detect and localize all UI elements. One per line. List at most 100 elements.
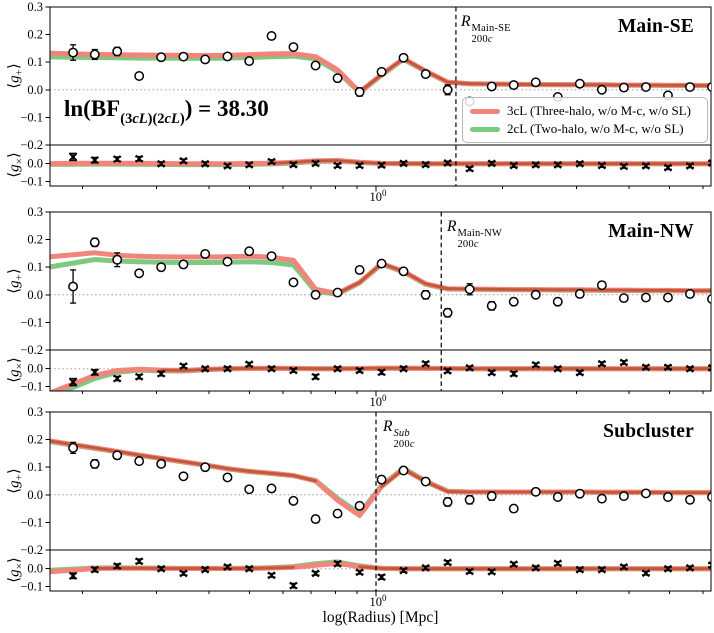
panel-2-model-gcross	[50, 559, 711, 575]
annotation-part: ) = 38.30	[184, 96, 269, 121]
legend-label-3cl: 3cL (Three-halo, w/o M-c, w/o SL)	[507, 103, 691, 118]
data-point-circle	[244, 484, 255, 495]
y-tick-label: 0.1	[27, 260, 43, 274]
data-point-circle	[530, 289, 541, 300]
r200c-base: R	[447, 218, 457, 235]
y-tick-label: 0.1	[27, 55, 43, 69]
panel-1: 0.3 0.2 0.1 0.0 −0.1 −0.2 0.0 −0.1	[20, 205, 712, 397]
legend-item-2cl: 2cL (Two-halo, w/o M-c, w/o SL)	[470, 120, 701, 138]
data-point-circle	[178, 471, 189, 482]
r200c-label-subcluster: R Sub 200c	[383, 419, 415, 450]
data-point-circle	[332, 73, 343, 84]
annotation-part: cL	[132, 111, 148, 127]
y-tick-label: 0.0	[27, 288, 43, 302]
data-point-circle	[178, 259, 189, 270]
y-tick-label: −0.1	[20, 175, 43, 189]
y-tick-label: 0.2	[27, 233, 43, 247]
y-tick-label: −0.1	[20, 580, 43, 594]
y-tick-label: 0.2	[27, 28, 43, 42]
panel-0-gplus-points	[68, 31, 711, 107]
data-point-circle	[332, 508, 343, 519]
data-point-circle	[89, 458, 100, 469]
r200c-label-main-nw: R Main-NW 200c	[447, 219, 502, 250]
y-tick-label: 0.2	[27, 433, 43, 447]
r200c-label-main-se: R Main-SE 200c	[461, 14, 511, 45]
data-point-circle	[178, 51, 189, 62]
data-point-circle	[112, 46, 123, 57]
data-point-cross	[708, 363, 711, 369]
data-point-circle	[685, 289, 695, 299]
data-point-circle	[288, 495, 299, 506]
data-point-circle	[68, 442, 79, 453]
legend-swatch-2cl	[470, 126, 500, 132]
r200c-sub: 200c	[457, 238, 479, 250]
data-point-cross	[708, 561, 711, 566]
data-point-circle	[707, 492, 711, 502]
y-axis-label-gcross-3: ⟨g×⟩	[6, 557, 26, 583]
legend: 3cL (Three-halo, w/o M-c, w/o SL) 2cL (T…	[462, 97, 708, 143]
panel-2-gplus-points	[68, 441, 711, 525]
r200c-sub: 200c	[393, 438, 415, 450]
data-point-circle	[398, 52, 409, 63]
x-axis-label: log(Radius) [Mpc]	[322, 609, 439, 626]
data-point-circle	[244, 246, 255, 257]
data-point-circle	[574, 289, 585, 299]
y-tick-label: 0.0	[27, 488, 43, 502]
y-tick-label: 0.0	[27, 83, 43, 97]
data-point-circle	[420, 476, 431, 487]
data-point-circle	[156, 458, 167, 469]
data-point-circle	[134, 71, 145, 81]
legend-item-3cl: 3cL (Three-halo, w/o M-c, w/o SL)	[470, 102, 701, 120]
data-point-circle	[574, 488, 585, 499]
data-point-circle	[156, 262, 167, 273]
data-point-circle	[332, 287, 343, 298]
data-point-circle	[618, 293, 629, 304]
data-point-circle	[222, 51, 233, 62]
panel-0-gcross-points	[69, 152, 711, 173]
y-tick-label: −0.1	[20, 110, 43, 124]
data-point-circle	[156, 52, 167, 63]
data-point-circle	[398, 465, 409, 476]
y-tick-label: 0.0	[27, 157, 43, 171]
data-point-circle	[663, 492, 673, 502]
data-point-circle	[266, 251, 277, 262]
data-point-circle	[398, 266, 409, 277]
data-point-cross	[708, 159, 711, 164]
r200c-sup: Sub	[393, 428, 410, 439]
data-point-circle	[640, 82, 651, 92]
data-point-circle	[354, 500, 365, 511]
data-point-circle	[486, 300, 497, 311]
bayes-factor-annotation: ln(BF(3cL)(2cL)) = 38.30	[64, 96, 269, 127]
data-point-circle	[244, 56, 255, 67]
data-point-circle	[134, 456, 145, 467]
data-point-circle	[266, 483, 277, 494]
data-point-circle	[508, 296, 519, 307]
data-point-circle	[68, 281, 79, 292]
r200c-base: R	[383, 418, 393, 435]
panel-0: 0.3 0.2 0.1 0.0 −0.1 −0.2 0.0 −0.1	[20, 0, 712, 192]
data-point-circle	[596, 84, 607, 95]
data-point-circle	[508, 80, 519, 91]
data-point-circle	[310, 289, 321, 300]
data-point-circle	[200, 249, 211, 259]
annotation-part: )(2	[147, 111, 165, 127]
data-point-circle	[354, 87, 365, 97]
data-point-circle	[310, 60, 321, 71]
data-point-circle	[552, 492, 563, 502]
data-point-circle	[89, 49, 100, 60]
data-point-circle	[618, 491, 629, 502]
y-tick-label: 0.1	[27, 460, 43, 474]
panel-title-main-se: Main-SE	[617, 16, 694, 37]
data-point-circle	[89, 237, 100, 248]
data-point-circle	[640, 488, 651, 499]
y-tick-label: 0.0	[27, 562, 43, 576]
x-tick-label-2: 100	[369, 393, 387, 410]
data-point-circle	[640, 292, 651, 303]
r200c-base: R	[461, 13, 471, 30]
data-point-circle	[685, 82, 695, 92]
y-axis-label-gcross-2: ⟨g×⟩	[6, 357, 26, 383]
data-point-circle	[112, 254, 123, 265]
x-tick-label-1: 100	[369, 188, 387, 205]
y-tick-label: 0.0	[27, 362, 43, 376]
